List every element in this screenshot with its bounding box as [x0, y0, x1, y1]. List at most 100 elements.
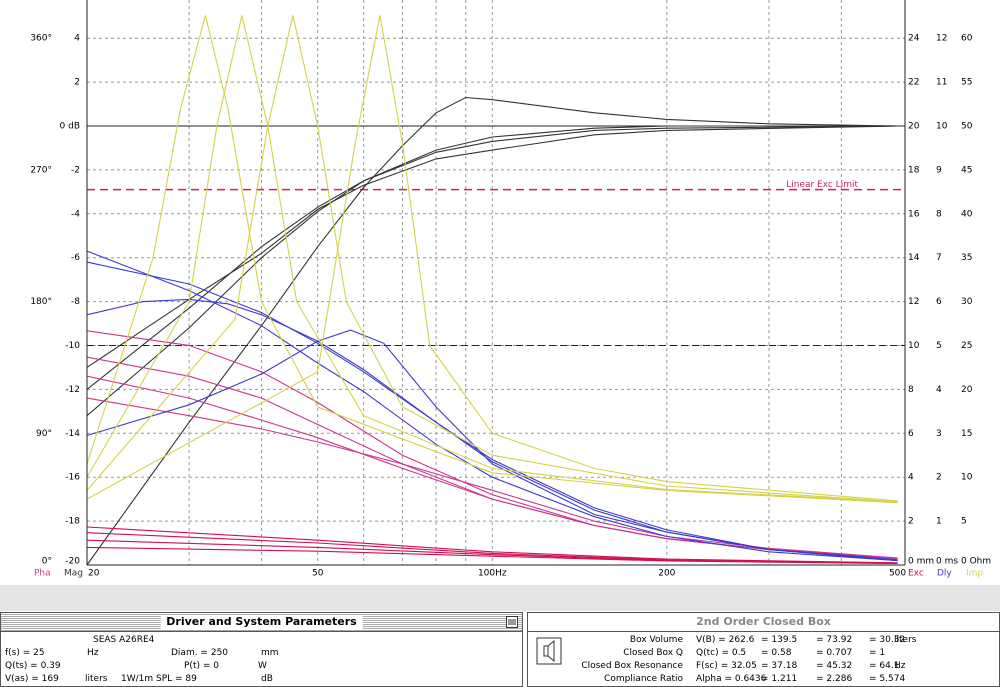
imp-tick-label: 45	[961, 165, 972, 175]
box-param-value: = 45.32	[816, 661, 853, 671]
exc-tick-label: 14	[908, 253, 920, 263]
exc-tick-label: 24	[908, 34, 920, 44]
panel-header: 2nd Order Closed Box	[528, 613, 999, 632]
imp-tick-label: 35	[961, 253, 972, 263]
box-param-value: = 64.1	[869, 661, 900, 671]
pha-tick-label: 270°	[30, 165, 52, 175]
status-strip	[0, 585, 1000, 611]
exc-tick-label: 20	[908, 121, 920, 131]
y-tick-label: -20	[65, 557, 80, 567]
imp-tick-label: 20	[961, 385, 973, 395]
param: P(t) = 0	[184, 661, 219, 671]
imp-tick-label: 25	[961, 341, 972, 351]
exc-tick-label: 6	[908, 429, 914, 439]
panel-title: 2nd Order Closed Box	[690, 615, 837, 629]
dly-tick-label: 8	[936, 209, 942, 219]
param: 1W/1m SPL = 89	[121, 674, 197, 684]
box-param-label: Closed Box Resonance	[581, 661, 683, 671]
y-tick-label: -14	[65, 429, 80, 439]
dly-tick-label: 9	[936, 165, 942, 175]
curve	[86, 250, 898, 562]
speaker-icon[interactable]	[536, 637, 562, 665]
y-tick-label: -16	[65, 473, 80, 483]
exc-tick-label: 8	[908, 385, 914, 395]
box-param-label: Box Volume	[629, 635, 683, 645]
y-tick-label: 2	[74, 78, 80, 88]
x-tick-label: 500	[889, 569, 906, 579]
box-param-value: = 2.286	[816, 674, 853, 684]
pha-tick-label: 360°	[30, 34, 52, 44]
dly-tick-label: 10	[936, 121, 948, 131]
curve	[86, 125, 898, 390]
legend-label: Dly	[937, 569, 952, 579]
x-tick-label: 20	[88, 569, 100, 579]
curve	[86, 546, 898, 565]
exc-limit-label: Linear Exc Limit	[786, 180, 858, 190]
imp-tick-label: 50	[961, 121, 973, 131]
box-param-value: = 1.211	[761, 674, 798, 684]
exc-tick-label: 22	[908, 78, 919, 88]
box-param-value: = 73.92	[816, 635, 853, 645]
y-tick-label: 0 dB	[60, 121, 80, 131]
imp-tick-label: 10	[961, 473, 973, 483]
box-param-label: Closed Box Q	[623, 648, 683, 658]
y-tick-label: 4	[74, 34, 80, 44]
panel-header: Driver and System Parameters	[1, 613, 522, 632]
box-param-value: = 1	[869, 648, 886, 658]
dly-tick-label: 0 ms	[936, 557, 958, 567]
box-param-value: Q(tc) = 0.5	[696, 648, 747, 658]
imp-tick-label: 60	[961, 34, 973, 44]
exc-tick-label: 4	[908, 473, 914, 483]
dly-tick-label: 11	[936, 78, 947, 88]
chart: -20-18-16-14-12-10-8-6-4-20 dB240°90°180…	[30, 0, 991, 579]
param: Diam. = 250	[171, 648, 229, 658]
curve	[86, 125, 898, 417]
panel-menu-icon[interactable]	[506, 616, 518, 628]
box-param-value: = 0.707	[816, 648, 853, 658]
dly-tick-label: 5	[936, 341, 942, 351]
curve	[86, 15, 898, 502]
dly-tick-label: 3	[936, 429, 942, 439]
box-panel: 2nd Order Closed Box Box Volume V(B) = 26…	[527, 612, 1000, 687]
dly-tick-label: 6	[936, 297, 942, 307]
imp-tick-label: 15	[961, 429, 972, 439]
dly-tick-label: 7	[936, 253, 942, 263]
x-tick-label: 50	[312, 569, 324, 579]
exc-tick-label: 0 mm	[908, 557, 934, 567]
param: V(as) = 169	[5, 674, 59, 684]
param-unit: W	[258, 661, 267, 671]
curve	[86, 15, 898, 504]
y-tick-label: -2	[71, 165, 80, 175]
curve	[86, 526, 898, 564]
x-tick-label: 100Hz	[478, 569, 507, 579]
param: Q(ts) = 0.39	[5, 661, 61, 671]
box-param-value: = 0.58	[761, 648, 792, 658]
legend-label: Imp	[966, 569, 983, 579]
driver-model: SEAS A26RE4	[93, 635, 155, 645]
y-tick-label: -12	[65, 385, 80, 395]
param-unit: Hz	[87, 648, 99, 658]
exc-tick-label: 2	[908, 517, 914, 527]
dly-tick-label: 2	[936, 473, 942, 483]
exc-tick-label: 12	[908, 297, 919, 307]
box-param-label: Compliance Ratio	[604, 674, 683, 684]
y-tick-label: -6	[71, 253, 80, 263]
box-param-value: = 30.32	[869, 635, 906, 645]
dly-tick-label: 4	[936, 385, 942, 395]
imp-tick-label: 55	[961, 78, 972, 88]
curve	[86, 15, 898, 503]
imp-tick-label: 0 Ohm	[961, 557, 991, 567]
exc-tick-label: 10	[908, 341, 920, 351]
y-tick-label: -18	[65, 517, 80, 527]
legend-label: Exc	[908, 569, 924, 579]
driver-panel: Driver and System Parameters SEAS A26RE4…	[0, 612, 523, 687]
y-tick-label: -10	[65, 341, 80, 351]
legend-label: Mag	[64, 569, 83, 579]
legend-label: Pha	[34, 569, 51, 579]
box-param-value: liters	[894, 635, 917, 645]
param-unit: dB	[261, 674, 273, 684]
imp-tick-label: 30	[961, 297, 973, 307]
pha-tick-label: 180°	[30, 297, 52, 307]
y-tick-label: -8	[71, 297, 80, 307]
